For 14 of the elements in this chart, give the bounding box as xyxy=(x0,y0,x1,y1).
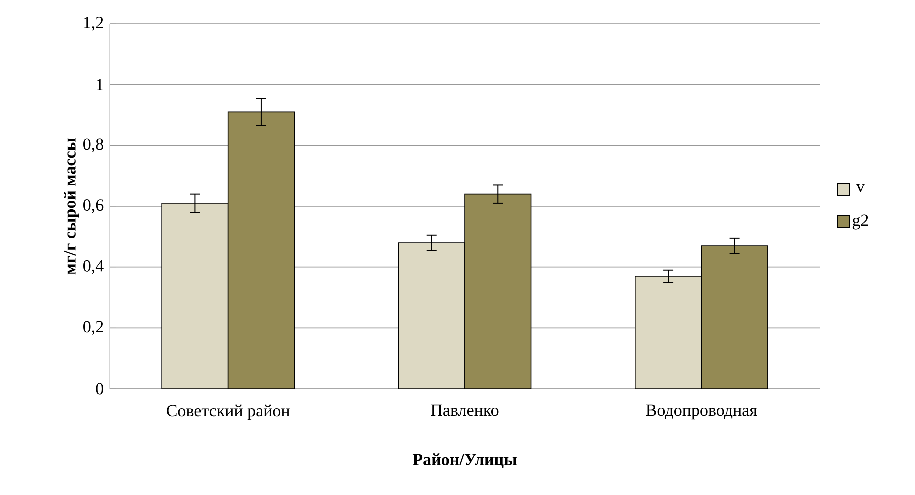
x-tick-label: Павленко xyxy=(431,404,499,416)
x-tick-label: Советский район xyxy=(167,404,290,420)
y-tick-label: 1 xyxy=(97,79,104,90)
y-tick-label: 0,8 xyxy=(84,138,104,153)
x-axis-title: Район/Улицы xyxy=(412,454,517,468)
x-tick-label: Водопроводная xyxy=(646,404,758,420)
y-tick-label: 0,2 xyxy=(84,321,104,336)
y-tick-label: 0,6 xyxy=(84,200,104,214)
legend-label: g2 xyxy=(852,214,868,230)
y-axis-title: мг/г сырой массы xyxy=(64,138,80,275)
y-tick-label: 1,2 xyxy=(84,17,104,31)
y-tick-label: 0,4 xyxy=(84,260,104,274)
y-tick-label: 0 xyxy=(96,383,104,395)
legend-label: v xyxy=(856,184,865,192)
